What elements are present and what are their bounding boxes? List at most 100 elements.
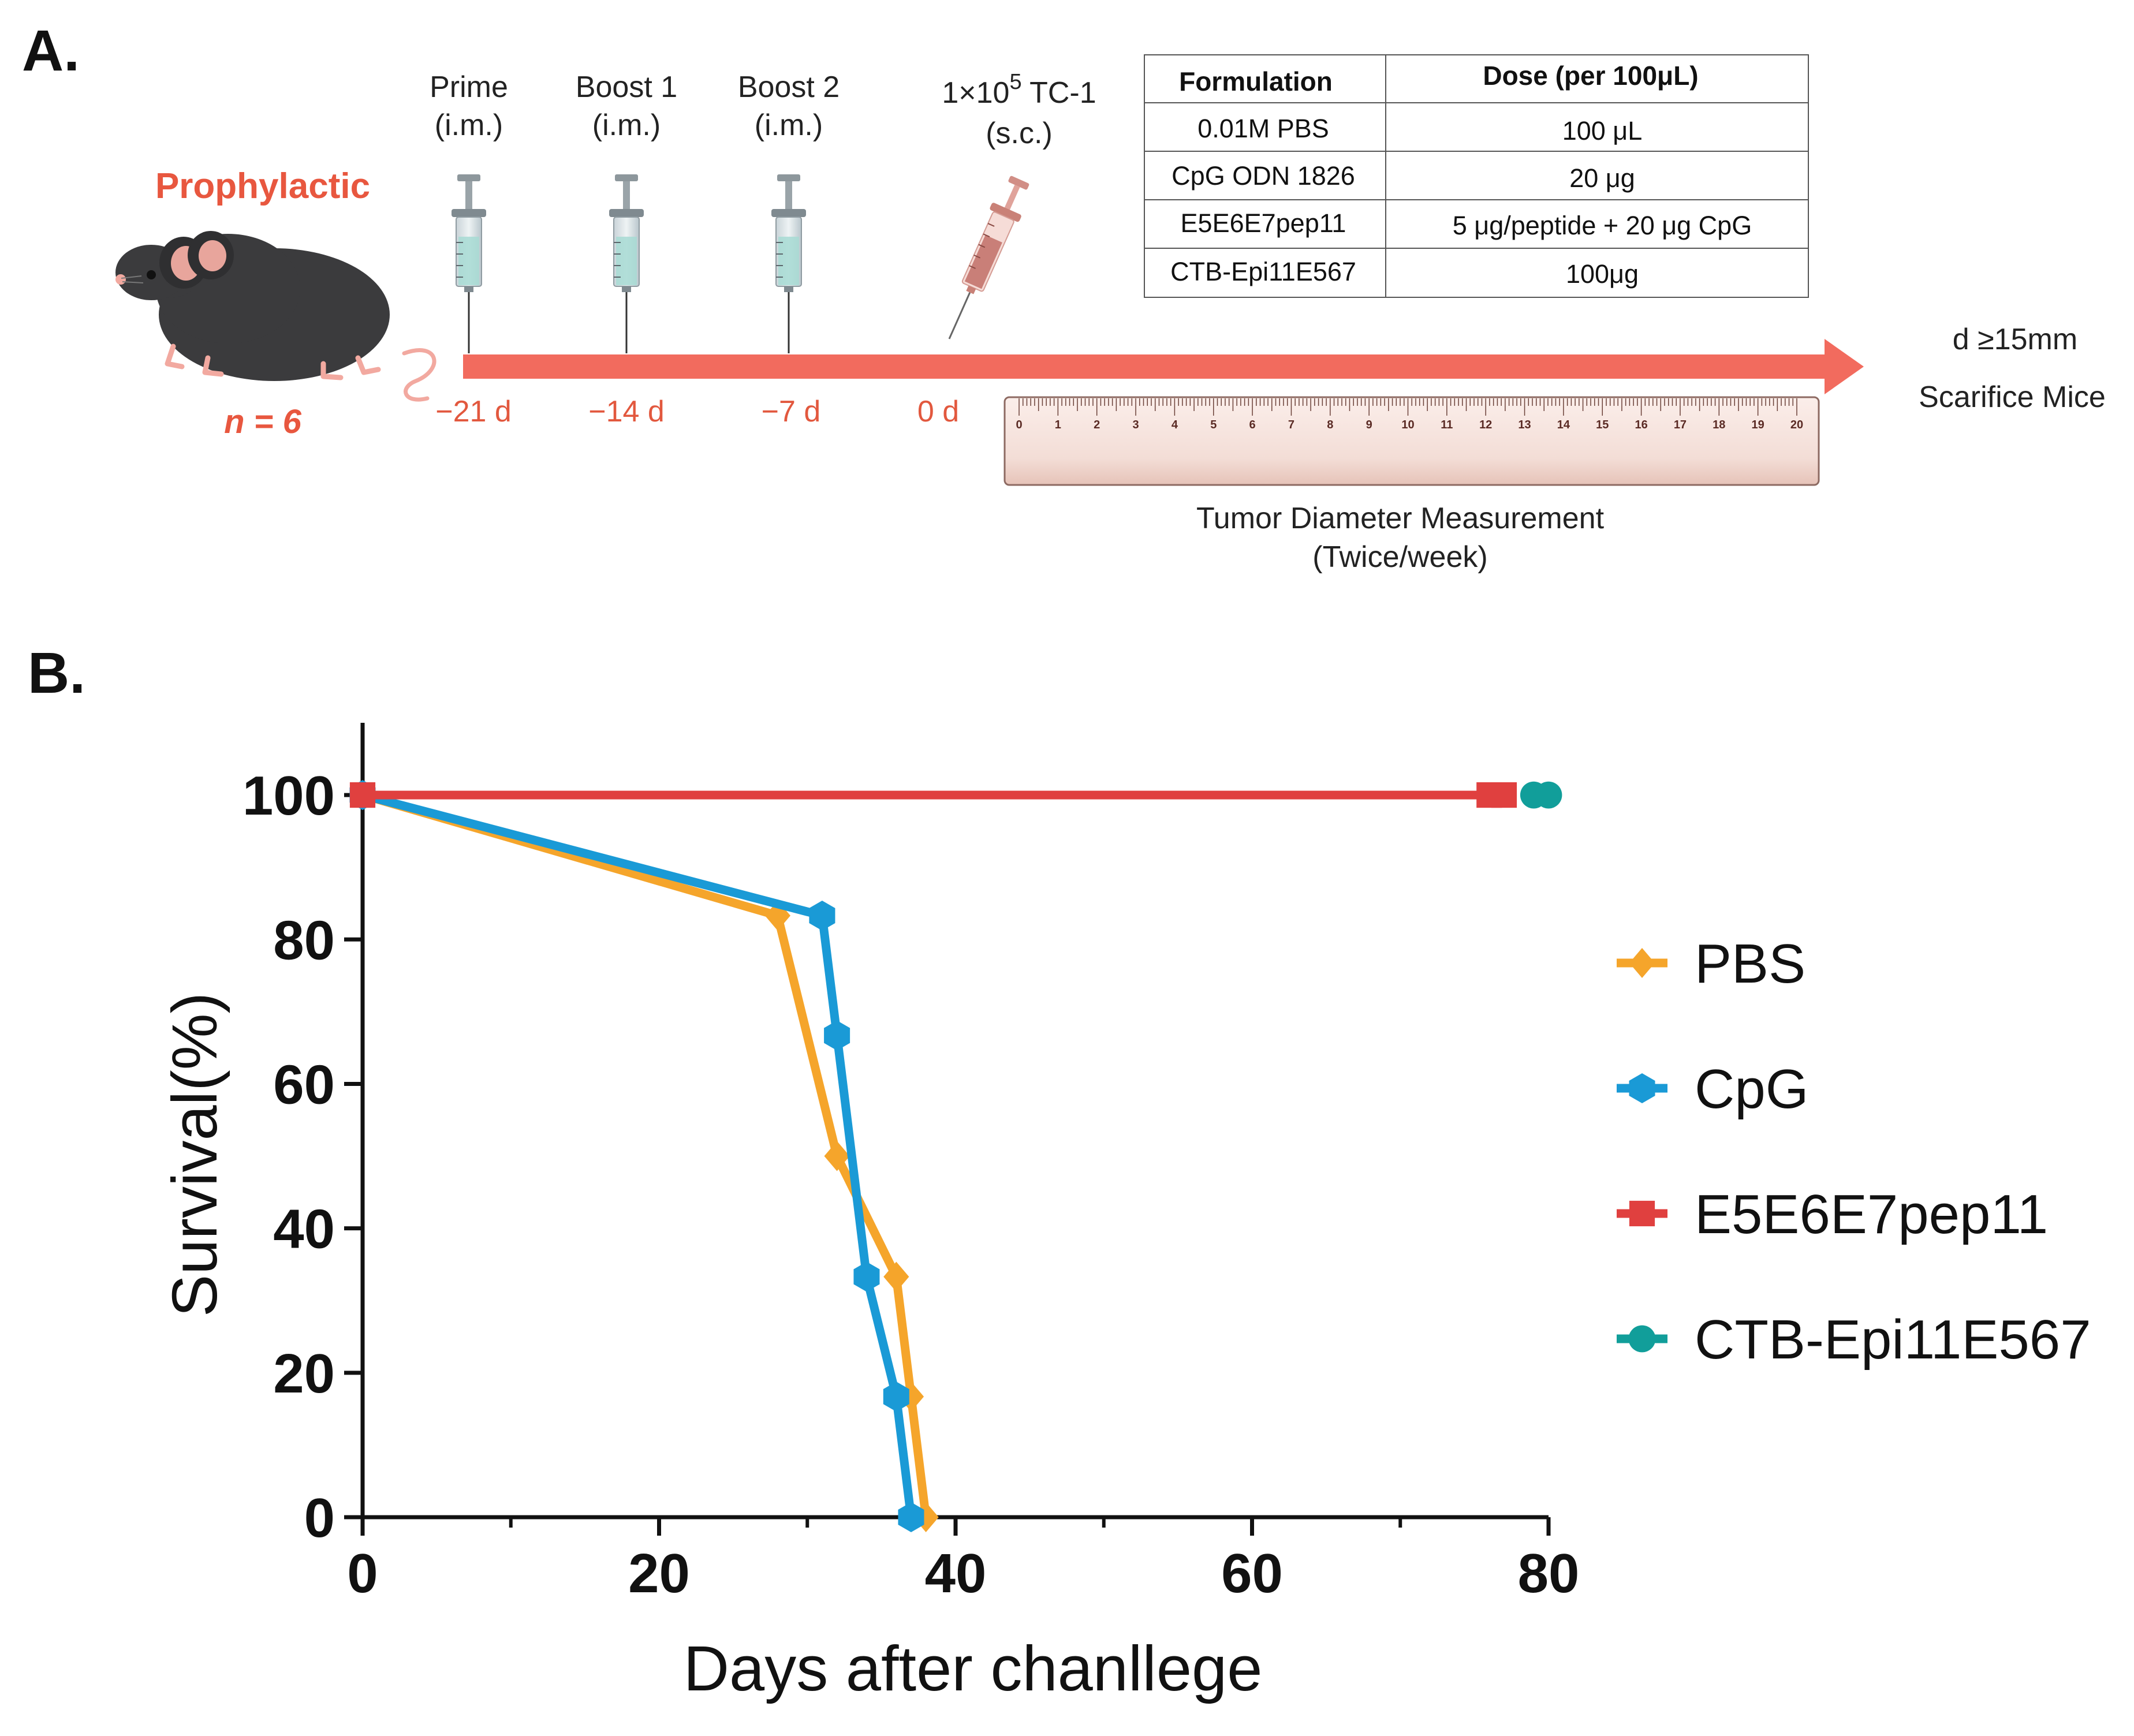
data-point — [824, 1020, 850, 1051]
ruler-caption: Tumor Diameter Measurement — [1196, 502, 1605, 535]
ruler-number: 11 — [1441, 419, 1453, 431]
timeline-arrow — [463, 339, 1864, 394]
endpoint-criterion: d ≥15mm — [1953, 323, 2077, 356]
ruler-numbers: 0 1 2 3 4 5 6 7 8 9 10 11 12 13 14 15 16 17 18 19 20 — [1016, 419, 1803, 431]
data-point — [898, 1502, 924, 1532]
y-tick-label: 0 — [304, 1487, 335, 1549]
data-point — [1535, 781, 1562, 809]
step-boost-1: Boost 1 (i.m.) −14 d — [576, 70, 677, 428]
step-boost-2: Boost 2 (i.m.) −7 d — [738, 70, 840, 428]
legend-marker — [1628, 1325, 1656, 1353]
y-tick-label: 80 — [273, 909, 335, 971]
legend-item: CTB-Epi11E567 — [1617, 1309, 2091, 1371]
legend-label: PBS — [1695, 933, 1805, 995]
data-point — [349, 782, 376, 808]
step-label: 1×105 TC-1 — [942, 70, 1096, 110]
legend-marker — [1629, 1073, 1655, 1103]
data-point — [1491, 782, 1517, 808]
legend-item: PBS — [1617, 933, 1805, 995]
data-point — [883, 1382, 909, 1412]
ruler-number: 5 — [1210, 419, 1217, 431]
y-axis-title: Survival(%) — [159, 992, 230, 1317]
ruler-number: 13 — [1518, 419, 1531, 431]
endpoint-action: Scarifice Mice — [1919, 380, 2106, 414]
panel-b: B. 0 20 40 60 80 100 0 20 40 60 80 Days after chanl… — [28, 641, 2091, 1704]
ruler-number: 8 — [1327, 419, 1333, 431]
day-label: 0 d — [917, 395, 959, 428]
step-route: (i.m.) — [435, 109, 503, 142]
ruler-icon: 0 1 2 3 4 5 6 7 8 9 10 11 12 13 14 15 16 17 18 19 20 — [1003, 396, 1820, 486]
table-cell: 5 μg/peptide + 20 μg CpG — [1453, 211, 1752, 240]
panel-b-label: B. — [28, 641, 85, 705]
ruler-number: 3 — [1132, 419, 1139, 431]
x-tick-label: 60 — [1221, 1543, 1283, 1604]
legend-label: CTB-Epi11E567 — [1695, 1309, 2091, 1371]
step-prime: Prime (i.m.) −21 d — [430, 70, 512, 428]
step-route: (i.m.) — [755, 109, 823, 142]
table-cell: CpG ODN 1826 — [1172, 161, 1355, 191]
y-tick-label: 100 — [242, 765, 335, 827]
tumor-syringe-icon — [948, 176, 1029, 339]
ruler-number: 7 — [1288, 419, 1294, 431]
ruler-number: 18 — [1713, 419, 1725, 431]
table-cell: E5E6E7pep11 — [1181, 208, 1346, 238]
series-line — [358, 790, 931, 1522]
mouse-icon — [115, 231, 436, 402]
table-header-formulation: Formulation — [1179, 66, 1333, 96]
step-route: (i.m.) — [592, 109, 661, 142]
group-label: Prophylactic — [155, 166, 370, 206]
step-challenge: 1×105 TC-1 (s.c.) 0 d — [917, 70, 1096, 428]
ruler-number: 14 — [1557, 419, 1570, 431]
table-header-dose: Dose (per 100μL) — [1483, 61, 1698, 91]
table-cell: CTB-Epi11E567 — [1170, 257, 1356, 286]
data-point — [824, 1141, 850, 1171]
data-point — [809, 900, 835, 931]
syringe-icon — [452, 174, 486, 292]
ruler-ticks — [1018, 398, 1797, 416]
step-route: (s.c.) — [986, 117, 1053, 150]
legend-label: E5E6E7pep11 — [1695, 1184, 2048, 1245]
ruler-number: 17 — [1674, 419, 1687, 431]
day-label: −21 d — [435, 395, 512, 428]
x-tick-label: 40 — [925, 1543, 987, 1604]
y-tick-label: 60 — [273, 1054, 335, 1115]
series-ctb-epi11e567 — [1520, 781, 1562, 809]
ruler-number: 15 — [1596, 419, 1609, 431]
table-cell: 20 μg — [1569, 163, 1635, 193]
y-tick-label: 40 — [273, 1199, 335, 1260]
x-tick-label: 80 — [1518, 1543, 1580, 1604]
ruler-number: 0 — [1016, 419, 1022, 431]
syringe-icon — [771, 174, 806, 292]
survival-chart: 0 20 40 60 80 100 0 20 40 60 80 Days after chanlleg… — [159, 723, 2091, 1704]
table-cell: 0.01M PBS — [1197, 114, 1329, 143]
step-label: Boost 2 — [738, 70, 840, 104]
syringe-icon — [609, 174, 644, 292]
legend-marker — [1629, 948, 1655, 978]
step-label: Boost 1 — [576, 70, 677, 104]
data-point — [883, 1261, 909, 1292]
legend-item: E5E6E7pep11 — [1617, 1184, 2048, 1245]
ruler-number: 1 — [1055, 419, 1061, 431]
table-cell: 100 μL — [1562, 116, 1643, 145]
ruler-number: 16 — [1635, 419, 1647, 431]
x-axis-title: Days after chanllege — [684, 1633, 1263, 1704]
data-point — [853, 1261, 880, 1292]
legend-marker — [1629, 1200, 1655, 1227]
ruler-number: 6 — [1249, 419, 1256, 431]
n-label: n = 6 — [224, 403, 302, 440]
ruler-caption-frequency: (Twice/week) — [1312, 540, 1487, 574]
table-cell: 100μg — [1566, 259, 1639, 289]
x-tick-label: 0 — [347, 1543, 378, 1604]
x-tick-label: 20 — [628, 1543, 690, 1604]
ruler-number: 2 — [1094, 419, 1100, 431]
day-label: −14 d — [588, 395, 665, 428]
y-tick-label: 20 — [273, 1343, 335, 1405]
formulation-table: Formulation Dose (per 100μL) 0.01M PBS 1… — [1144, 54, 1809, 298]
panel-a: A. Prophylactic n = 6 — [22, 18, 2106, 574]
legend-label: CpG — [1695, 1058, 1808, 1120]
ruler-number: 12 — [1479, 419, 1492, 431]
series-e5e6e7pep11 — [349, 782, 1517, 808]
ruler-number: 20 — [1790, 419, 1803, 431]
ruler-number: 4 — [1172, 419, 1178, 431]
